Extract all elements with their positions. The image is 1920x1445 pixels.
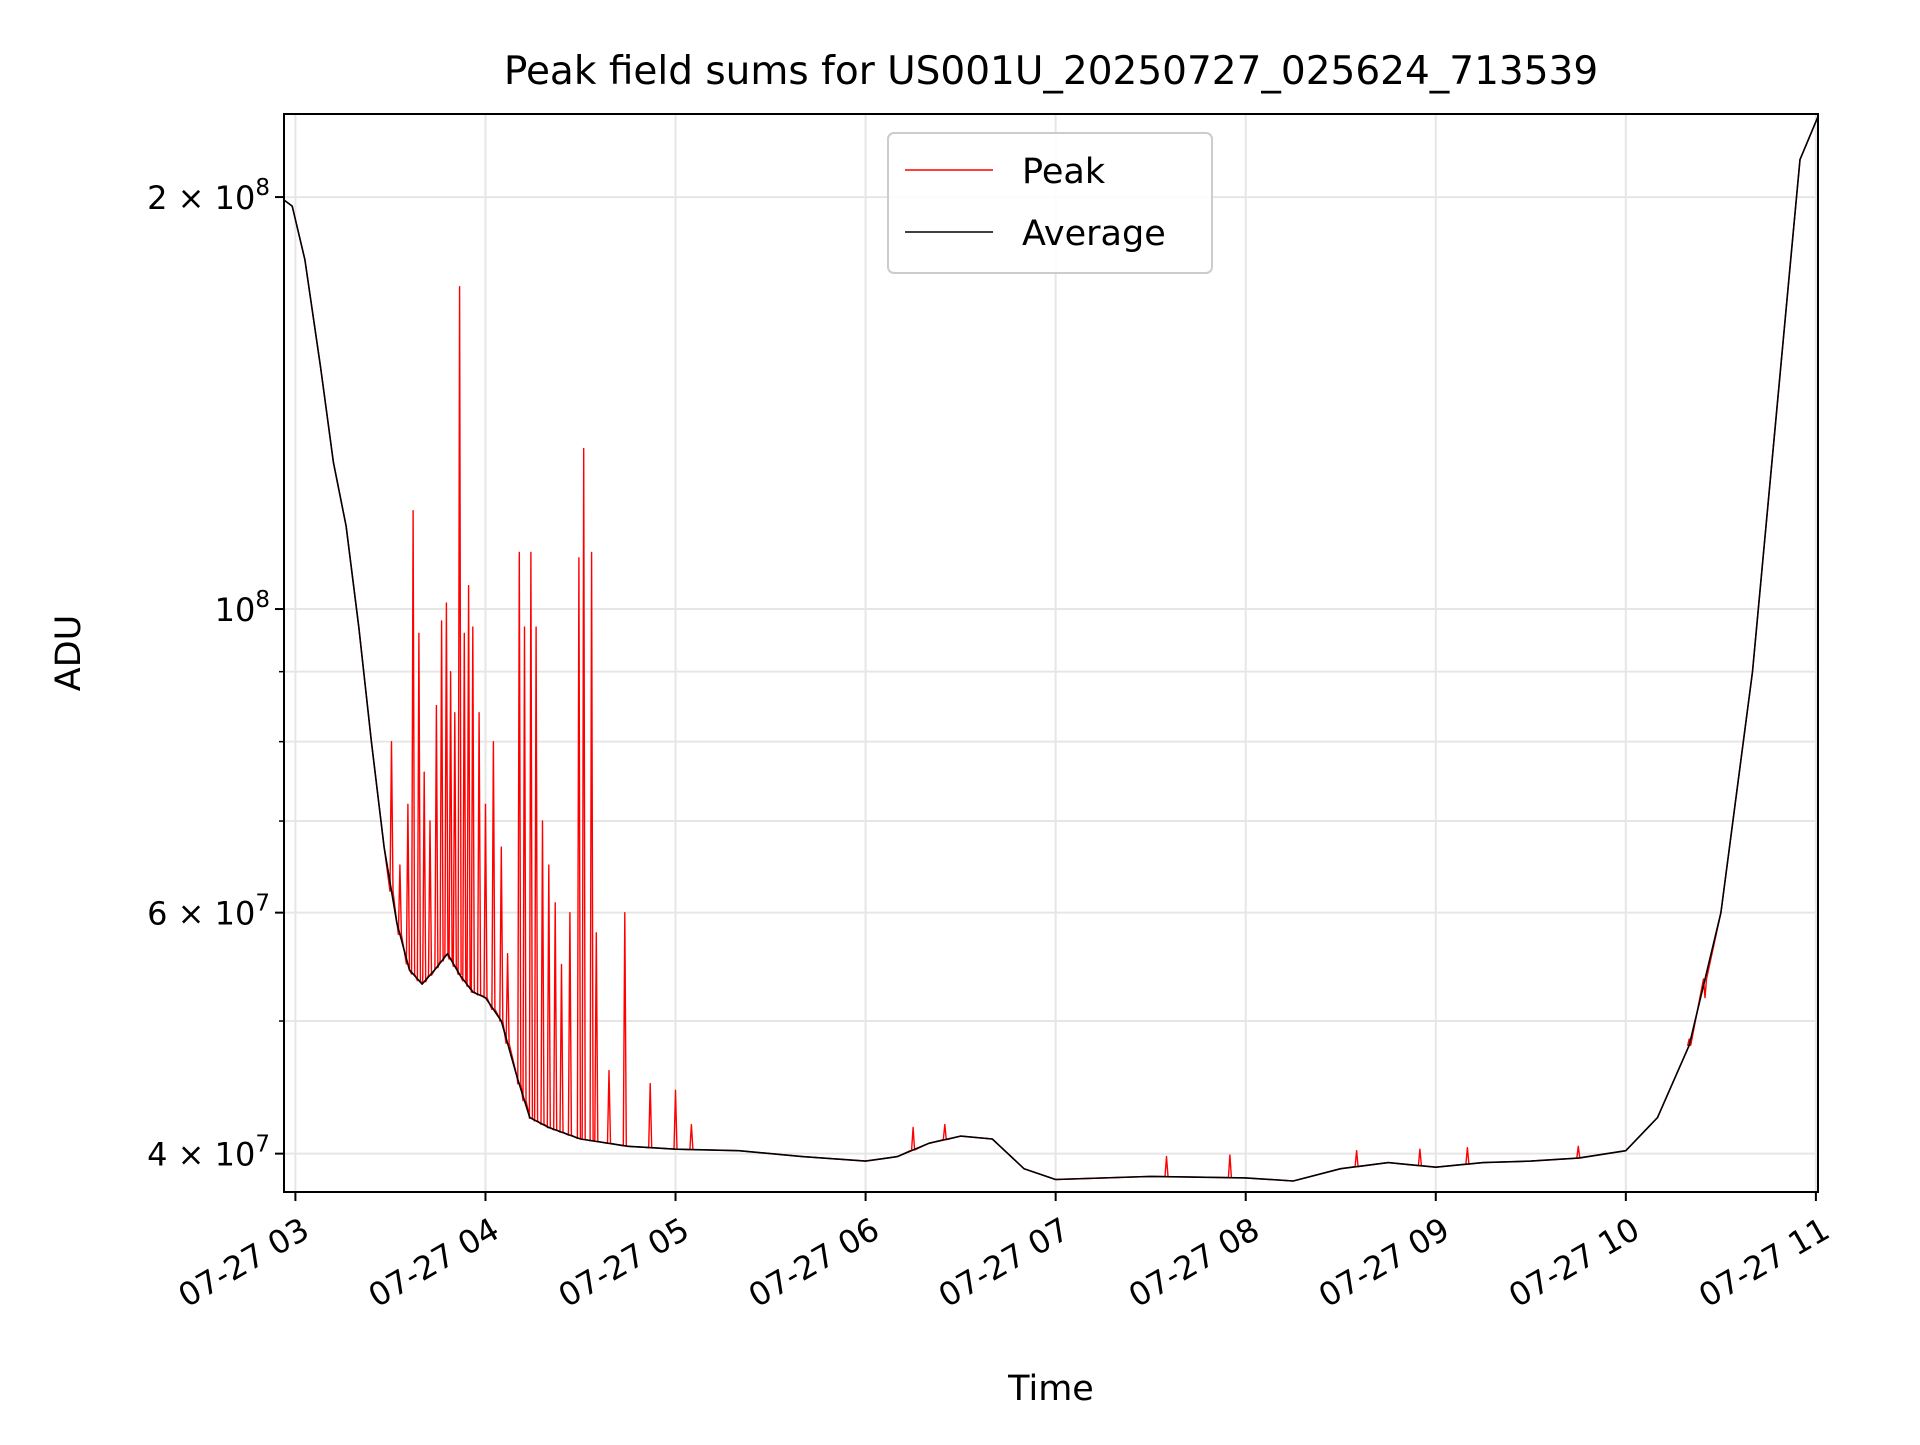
x-tick-label: 07-27 03 [172,1210,316,1315]
y-axis: 4 × 107 6 × 107 108 2 × 108 [147,175,284,1174]
grid [284,114,1818,1192]
plot-area [283,116,1819,1182]
x-tick-label: 07-27 06 [742,1210,886,1315]
legend-box [887,132,1213,274]
y-axis-label: ADU [49,615,89,692]
y-tick-label: 4 × 107 [147,1132,270,1174]
x-tick-label: 07-27 09 [1312,1210,1456,1315]
chart-title: Peak field sums for US001U_20250727_0256… [504,49,1598,94]
y-tick-label: 108 [215,587,270,629]
legend-label-peak: Peak [1022,152,1106,192]
series-line-average [283,116,1819,1182]
x-tick-label: 07-27 10 [1502,1210,1646,1315]
legend-label-average: Average [1022,214,1166,254]
y-tick-label: 2 × 108 [147,175,270,217]
y-tick-label: 6 × 107 [147,891,270,933]
x-tick-label: 07-27 08 [1122,1210,1266,1315]
x-tick-label: 07-27 04 [362,1210,506,1315]
x-axis-label: Time [1007,1369,1094,1409]
plot-frame [283,113,1819,1193]
x-tick-label: 07-27 05 [552,1210,696,1315]
x-tick-label: 07-27 11 [1692,1210,1836,1315]
legend: Peak Average [887,132,1213,274]
x-tick-label: 07-27 07 [932,1210,1076,1315]
x-axis: 07-27 03 07-27 04 07-27 05 07-27 06 07-27 07… [172,1192,1836,1315]
